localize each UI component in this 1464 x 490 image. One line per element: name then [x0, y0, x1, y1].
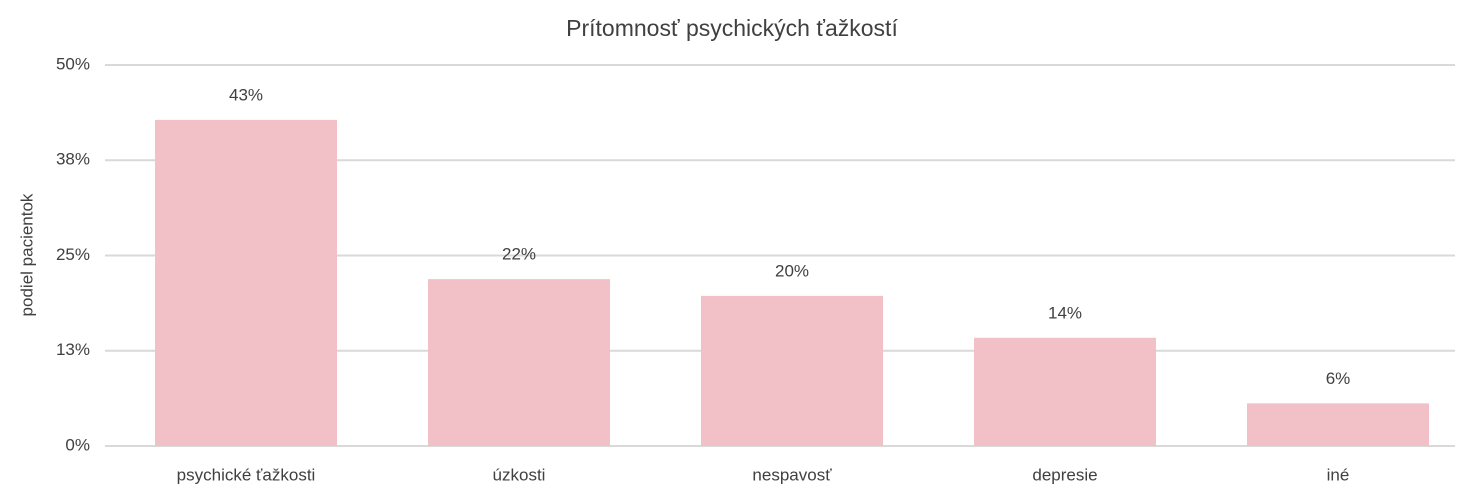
bar	[1247, 403, 1429, 446]
y-tick-label: 0%	[65, 435, 90, 454]
x-tick-label: iné	[1327, 465, 1350, 484]
y-axis-label: podiel pacientok	[17, 193, 36, 316]
bar	[974, 337, 1156, 446]
y-tick-label: 38%	[56, 150, 90, 169]
bar	[701, 295, 883, 446]
x-tick-label: nespavosť	[752, 465, 832, 484]
y-tick-label: 13%	[56, 340, 90, 359]
x-tick-label: depresie	[1032, 465, 1097, 484]
data-label: 20%	[775, 261, 809, 280]
data-label: 22%	[502, 245, 536, 264]
data-label: 14%	[1048, 303, 1082, 322]
y-tick-label: 25%	[56, 245, 90, 264]
data-label: 6%	[1326, 369, 1351, 388]
bar	[155, 119, 337, 446]
y-tick-label: 50%	[56, 54, 90, 73]
data-label: 43%	[229, 85, 263, 104]
chart-title: Prítomnosť psychických ťažkostí	[566, 15, 898, 41]
bar	[428, 279, 610, 446]
x-tick-label: úzkosti	[493, 465, 546, 484]
x-tick-label: psychické ťažkosti	[177, 465, 316, 484]
